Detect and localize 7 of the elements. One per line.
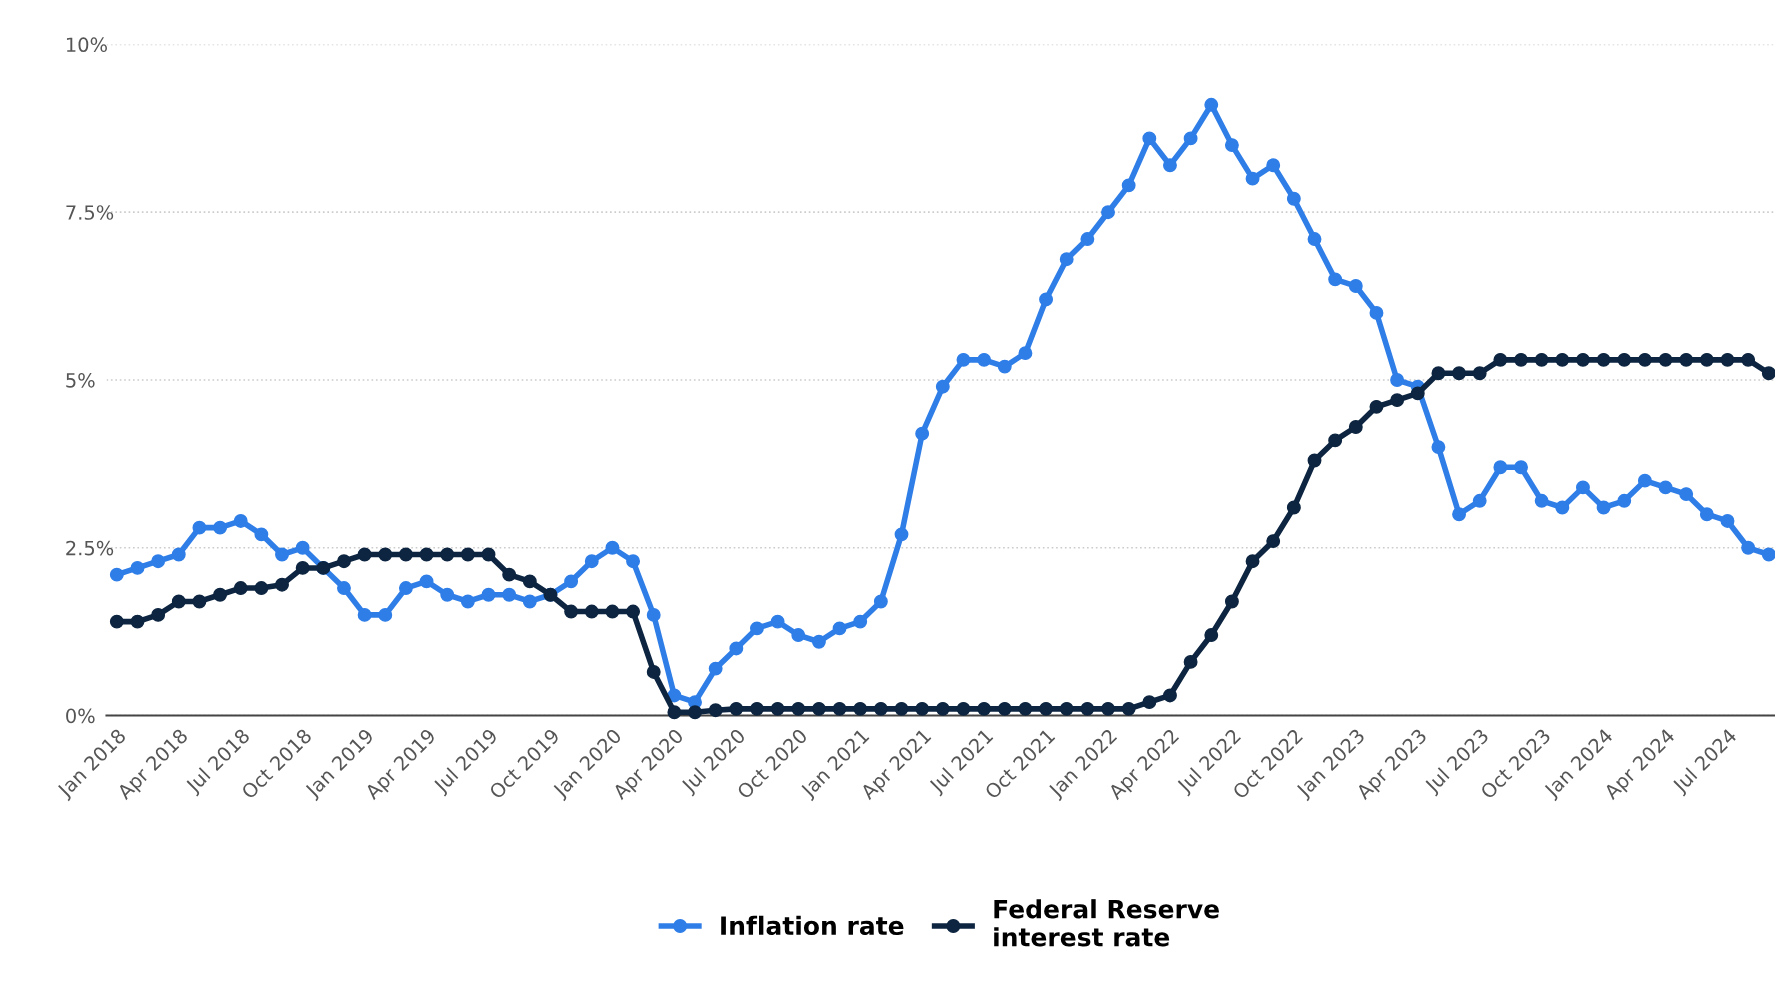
y-tick-label: 5% bbox=[66, 372, 95, 388]
y-tick-label: 7.5% bbox=[66, 205, 114, 220]
legend-label: Federal Reserve interest rate bbox=[994, 899, 1219, 947]
y-tick-label: 2.5% bbox=[66, 540, 114, 556]
legend-label: Inflation rate bbox=[721, 915, 904, 936]
y-tick-label: 0% bbox=[66, 708, 95, 724]
y-tick-label: 10% bbox=[66, 37, 107, 53]
